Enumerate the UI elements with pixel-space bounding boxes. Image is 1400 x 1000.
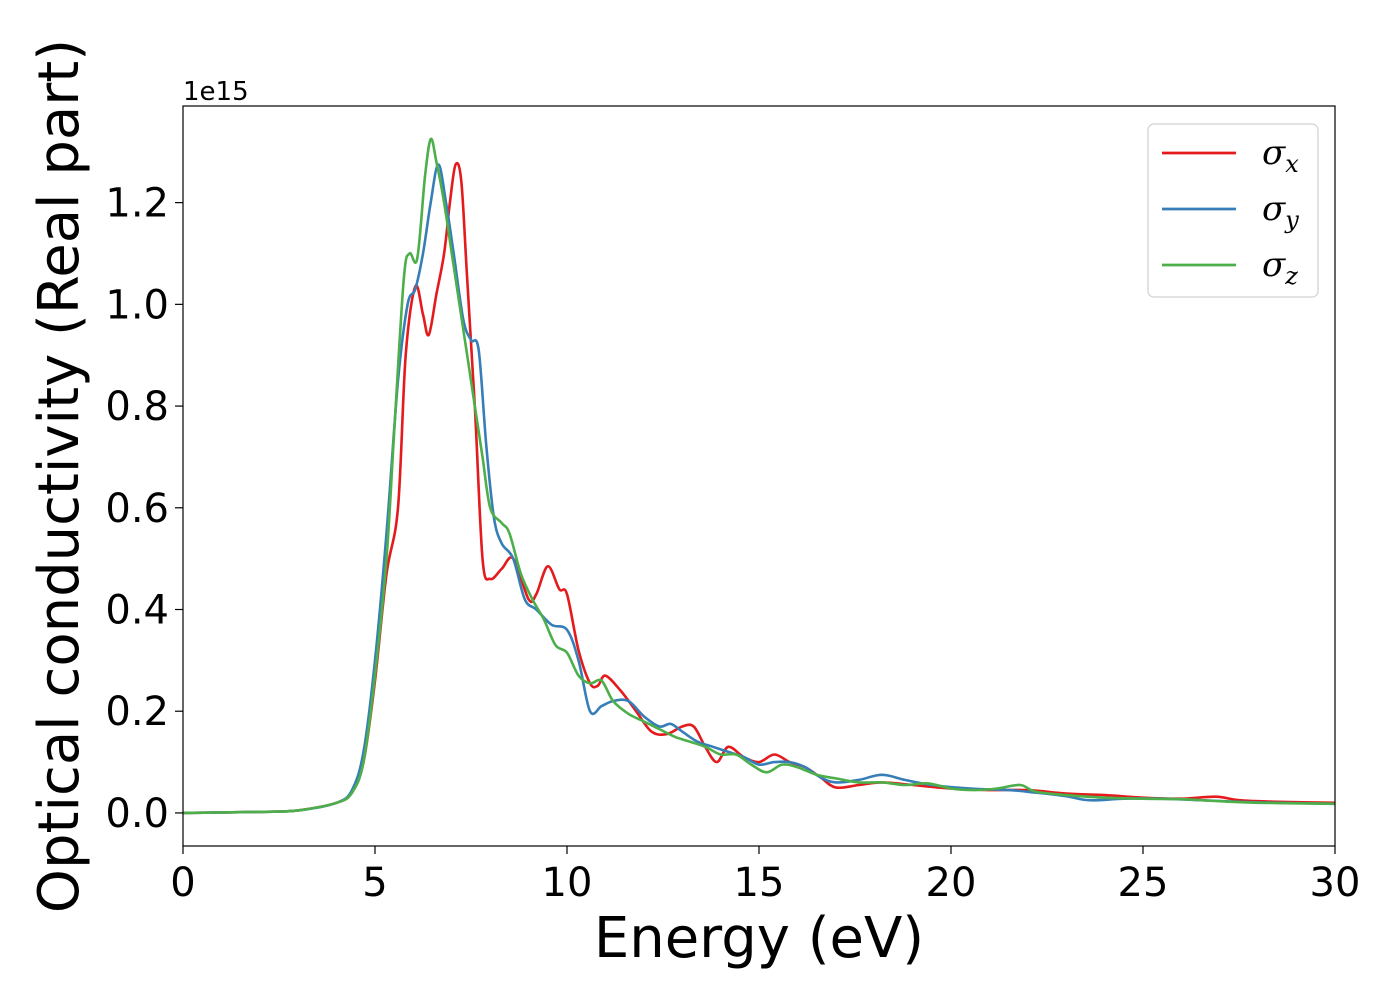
x-tick-label: 20 (926, 860, 977, 906)
legend: σx σy σz (1147, 123, 1319, 298)
series-line-z (183, 137, 1335, 815)
x-tick-label: 0 (170, 860, 195, 906)
legend-entry-y: σy (1262, 189, 1299, 234)
x-tick-label: 25 (1118, 860, 1169, 906)
y-tick-label: 0.4 (105, 588, 169, 634)
x-tick-label: 10 (542, 860, 593, 906)
y-tick-label: 0.0 (105, 791, 169, 837)
y-offset-label: 1e15 (183, 77, 249, 107)
x-tick-label: 15 (734, 860, 785, 906)
y-tick-label: 1.0 (105, 282, 169, 328)
y-tick-label: 0.8 (105, 384, 169, 430)
x-axis-ticks: 0 5 10 15 20 25 30 (170, 846, 1360, 906)
y-axis-ticks: 0.0 0.2 0.4 0.6 0.8 1.0 1.2 (105, 181, 183, 837)
x-tick-label: 5 (362, 860, 387, 906)
x-axis-label: Energy (eV) (594, 906, 924, 971)
y-tick-label: 1.2 (105, 181, 169, 227)
series-line-x (183, 161, 1335, 815)
legend-entry-x: σx (1262, 133, 1299, 178)
series-layer (183, 137, 1335, 815)
x-tick-label: 30 (1310, 860, 1361, 906)
series-line-y (183, 163, 1335, 815)
legend-frame (1147, 123, 1319, 298)
y-axis-label: Optical conductivity (Real part) (27, 39, 92, 913)
y-tick-label: 0.6 (105, 486, 169, 532)
legend-entry-z: σz (1262, 245, 1298, 290)
y-tick-label: 0.2 (105, 689, 169, 735)
